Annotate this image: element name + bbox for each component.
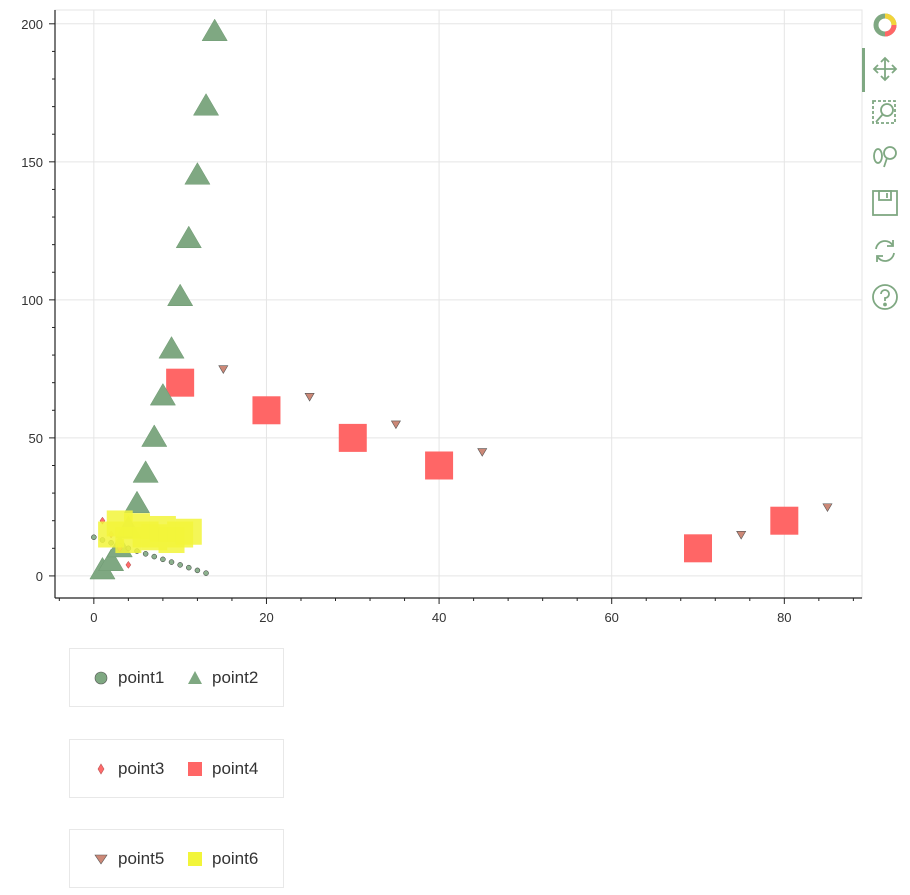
point2-point[interactable]	[141, 424, 168, 447]
point2-point[interactable]	[98, 548, 125, 572]
y-tick-label: 0	[36, 569, 43, 584]
legend-item-point1[interactable]: point1	[92, 649, 164, 706]
legend-label: point3	[118, 758, 165, 778]
point4-point[interactable]	[770, 506, 799, 535]
bokeh-logo-icon[interactable]	[870, 10, 900, 40]
diamond-marker-icon	[97, 762, 105, 775]
legend-row-3: point5 point6	[69, 829, 284, 888]
point5-point[interactable]	[736, 531, 747, 540]
point1-point[interactable]	[160, 556, 166, 563]
square-marker-icon	[188, 761, 202, 776]
point5-point[interactable]	[822, 503, 833, 512]
x-tick-label: 80	[777, 610, 791, 625]
point4-point[interactable]	[252, 396, 281, 425]
y-tick-label: 150	[21, 155, 43, 170]
toolbar	[862, 10, 906, 320]
point1-point[interactable]	[186, 564, 192, 571]
legend-label: point4	[212, 758, 259, 778]
point2-point[interactable]	[132, 460, 159, 483]
inverted-triangle-marker-icon	[94, 854, 108, 865]
legend-label: point6	[212, 848, 259, 868]
point5-point[interactable]	[304, 393, 315, 402]
scatter-chart[interactable]: 0 20 40 60 80 0 50 100 150 200	[0, 0, 910, 640]
point2-point[interactable]	[175, 225, 202, 249]
legend-item-point3[interactable]: point3	[92, 740, 164, 797]
legend-row-2: point3 point4	[69, 739, 284, 798]
reset-icon[interactable]	[870, 236, 900, 266]
y-tick-label: 50	[29, 431, 43, 446]
series-point4[interactable]	[166, 368, 799, 563]
point2-point[interactable]	[184, 162, 211, 185]
axes: 0 20 40 60 80 0 50 100 150 200	[21, 10, 862, 625]
point4-point[interactable]	[684, 534, 713, 563]
legend-item-point5[interactable]: point5	[92, 830, 164, 887]
point1-point[interactable]	[203, 570, 209, 576]
point2-point[interactable]	[193, 93, 220, 116]
legend-row-1: point1 point2	[69, 648, 284, 707]
legend-label: point2	[212, 667, 259, 687]
point2-point[interactable]	[123, 490, 151, 514]
point6-point[interactable]	[175, 518, 202, 545]
point5-point[interactable]	[218, 365, 229, 374]
y-tick-label: 200	[21, 17, 43, 32]
legend-item-point4[interactable]: point4	[186, 740, 258, 797]
legend-label: point1	[118, 667, 165, 687]
point2-point[interactable]	[201, 18, 228, 41]
legend-item-point2[interactable]: point2	[186, 649, 258, 706]
circle-marker-icon	[94, 671, 108, 684]
x-tick-label: 60	[604, 610, 618, 625]
triangle-marker-icon	[188, 670, 202, 684]
y-tick-label: 100	[21, 293, 43, 308]
series-point6[interactable]	[98, 510, 202, 554]
x-tick-label: 20	[259, 610, 273, 625]
x-tick-label: 0	[90, 610, 97, 625]
point5-point[interactable]	[390, 420, 401, 430]
point3-point[interactable]	[125, 560, 132, 569]
box-zoom-icon[interactable]	[870, 98, 900, 128]
point5-point[interactable]	[477, 448, 488, 457]
point4-point[interactable]	[338, 423, 367, 452]
legend-label: point5	[118, 848, 165, 868]
pan-icon[interactable]	[870, 54, 900, 84]
series-point5[interactable]	[218, 365, 833, 540]
point1-point[interactable]	[177, 562, 183, 568]
point1-point[interactable]	[151, 553, 158, 560]
save-icon[interactable]	[870, 188, 900, 218]
square-marker-icon	[188, 851, 202, 866]
point4-point[interactable]	[425, 451, 454, 480]
x-tick-label: 40	[432, 610, 446, 625]
point1-point[interactable]	[168, 559, 175, 565]
point1-point[interactable]	[142, 551, 149, 557]
point2-point[interactable]	[158, 336, 185, 359]
active-tool-indicator	[862, 48, 865, 92]
wheel-zoom-icon[interactable]	[870, 142, 900, 172]
point2-point[interactable]	[149, 383, 176, 406]
help-icon[interactable]	[870, 282, 900, 312]
point1-point[interactable]	[91, 534, 97, 541]
point2-point[interactable]	[167, 283, 194, 306]
legend-item-point6[interactable]: point6	[186, 830, 258, 887]
point4-point[interactable]	[166, 368, 195, 397]
point1-point[interactable]	[194, 567, 201, 574]
plot-area[interactable]	[89, 18, 833, 580]
